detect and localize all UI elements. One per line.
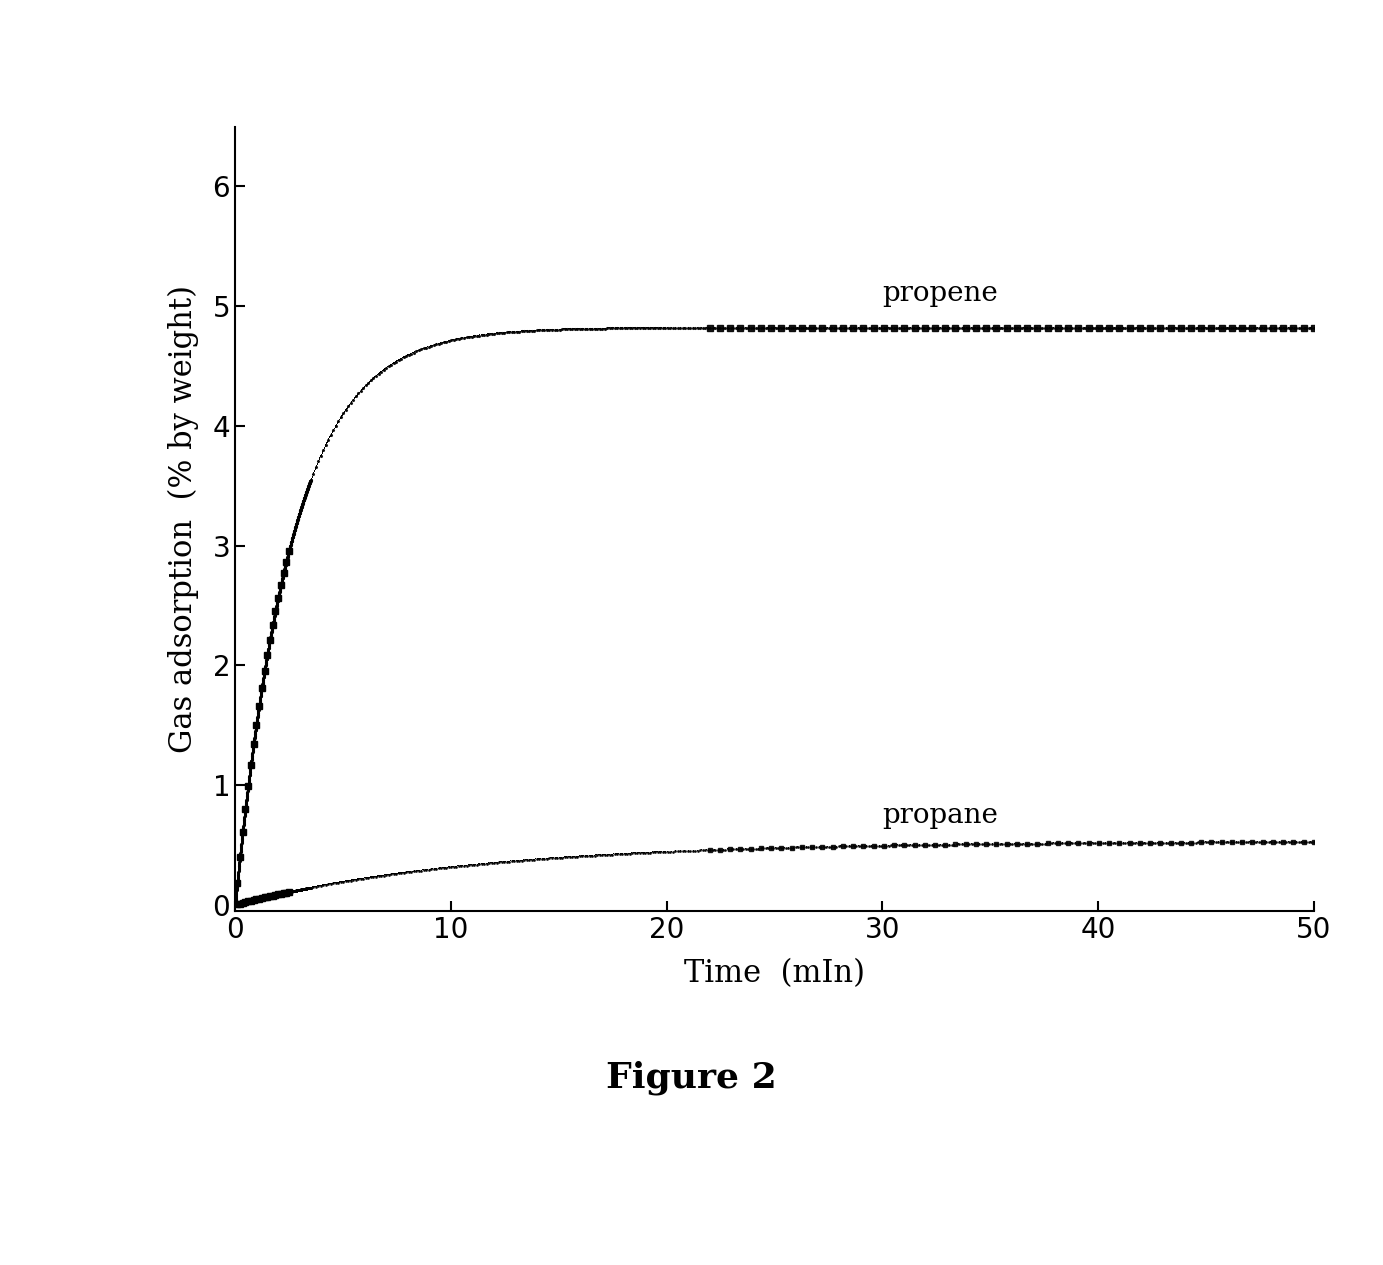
Text: propene: propene — [882, 281, 999, 307]
Text: propane: propane — [882, 802, 999, 830]
Text: Figure 2: Figure 2 — [606, 1061, 777, 1095]
Y-axis label: Gas adsorption  (% by weight): Gas adsorption (% by weight) — [167, 285, 199, 753]
X-axis label: Time  (mIn): Time (mIn) — [685, 958, 864, 988]
